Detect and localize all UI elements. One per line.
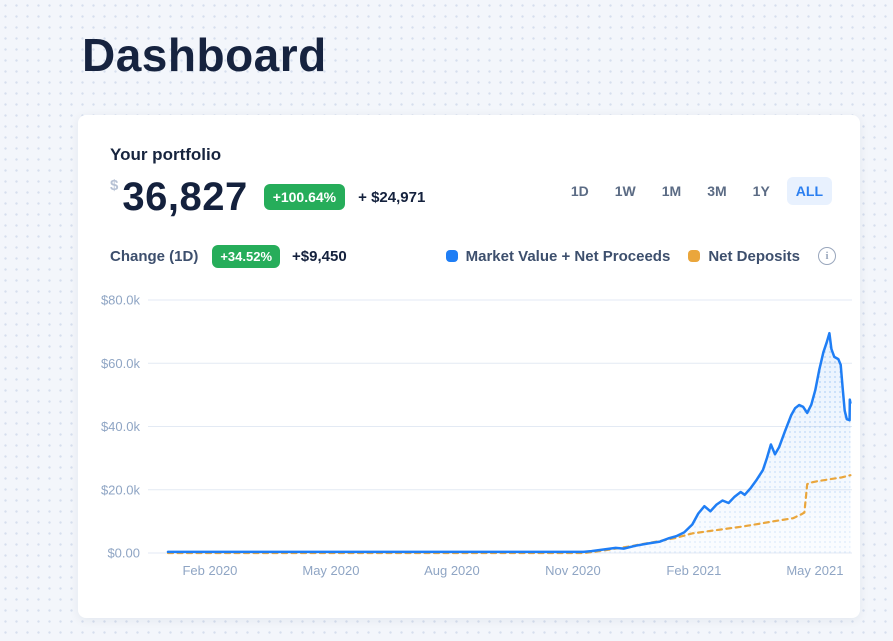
total-gain-percent-badge: +100.64% [263,184,346,210]
legend-label: Net Deposits [708,247,800,265]
market-value-line-area-texture [168,333,851,553]
portfolio-chart: $80.0k $60.0k $40.0k $20.0k $0.00 Feb 2020 May… [78,280,860,610]
info-icon[interactable]: i [818,247,836,265]
day-change-label: Change (1D) [110,247,199,265]
portfolio-card: Your portfolio $ 36,827 +100.64% + $24,9… [78,115,860,618]
x-axis-tick-label: Feb 2021 [666,563,721,578]
range-button-1m[interactable]: 1M [661,183,682,199]
day-change-absolute: +$9,450 [292,247,347,265]
legend-item-market-value: Market Value + Net Proceeds [445,247,671,265]
y-axis-tick-label: $80.0k [101,293,141,308]
x-axis-tick-label: Feb 2020 [182,563,237,578]
chart-legend: Market Value + Net Proceeds Net Deposits… [445,243,836,269]
market-value-dot-icon [445,250,458,262]
x-axis-tick-label: Aug 2020 [424,563,480,578]
range-button-1d[interactable]: 1D [570,183,589,199]
portfolio-chart-svg: $80.0k $60.0k $40.0k $20.0k $0.00 Feb 2020 May… [101,293,852,578]
y-axis-tick-label: $0.00 [107,546,140,561]
range-button-1w[interactable]: 1W [614,183,636,199]
net-deposits-line [166,474,852,555]
legend-item-net-deposits: Net Deposits [688,248,800,265]
day-change-row: Change (1D) +34.52% +$9,450 [110,243,347,269]
range-button-all[interactable]: ALL [786,177,832,205]
portfolio-heading: Your portfolio [110,145,222,164]
y-axis-tick-label: $60.0k [101,356,141,371]
day-change-percent-badge: +34.52% [212,244,281,268]
y-axis-tick-label: $40.0k [101,419,141,434]
page-title: Dashboard [82,29,327,81]
x-axis-tick-label: May 2020 [302,563,359,578]
currency-symbol: $ [110,177,119,194]
y-axis-tick-label: $20.0k [101,482,141,497]
portfolio-value: 36,827 [122,174,248,219]
x-axis-tick-label: Nov 2020 [545,563,601,578]
portfolio-value-row: $ 36,827 +100.64% + $24,971 [110,171,425,223]
range-button-3m[interactable]: 3M [707,183,727,199]
net-deposits-dot-icon [688,250,701,262]
range-button-1y[interactable]: 1Y [752,183,770,199]
total-gain-absolute: + $24,971 [358,188,426,206]
x-axis-tick-label: May 2021 [786,563,843,578]
range-selector: 1D 1W 1M 3M 1Y ALL [562,177,832,205]
legend-label: Market Value + Net Proceeds [465,247,671,265]
market-value-line [166,331,852,554]
